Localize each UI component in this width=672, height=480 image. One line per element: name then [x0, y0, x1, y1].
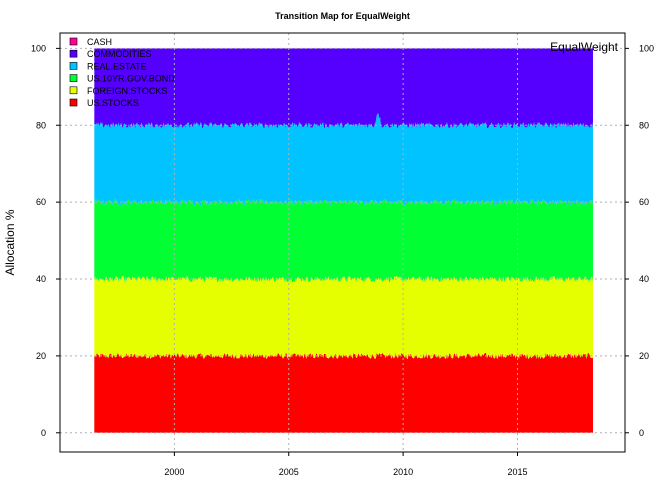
y-tick-label-left: 60 — [36, 197, 46, 207]
x-tick-label: 2000 — [164, 467, 184, 477]
y-tick-label-right: 40 — [639, 274, 649, 284]
plot-frame — [59, 32, 626, 453]
legend-swatch-commodities — [69, 49, 78, 58]
x-tick-label: 2010 — [393, 467, 413, 477]
area-band-us-stocks — [94, 352, 593, 433]
legend-label-commodities: COMMODITIES — [87, 49, 152, 59]
y-tick-label-left: 100 — [31, 43, 46, 53]
y-tick-label-right: 100 — [639, 43, 654, 53]
legend-label-us-stocks: US.STOCKS — [87, 98, 139, 108]
y-tick-label-left: 80 — [36, 120, 46, 130]
area-band-real-estate — [94, 113, 593, 206]
y-tick-label-right: 20 — [639, 351, 649, 361]
y-tick-label-right: 0 — [639, 428, 644, 438]
legend-swatch-foreign-stocks — [69, 86, 78, 95]
legend: CASH COMMODITIES REAL.ESTATE US.10YR.GOV.BO… — [69, 37, 175, 108]
area-bands — [94, 48, 593, 433]
y-tick-label-left: 0 — [41, 428, 46, 438]
legend-label-cash: CASH — [87, 37, 112, 47]
x-tick-label: 2005 — [279, 467, 299, 477]
legend-swatch-us-stocks — [69, 98, 78, 107]
y-axis-title: Allocation % — [3, 209, 17, 275]
y-tick-label-left: 20 — [36, 351, 46, 361]
series-annotation: EqualWeight — [550, 40, 618, 54]
legend-swatch-us-10yr-gov-bond — [69, 74, 78, 82]
grid-lines — [60, 33, 625, 452]
chart-title: Transition Map for EqualWeight — [275, 11, 410, 21]
legend-swatch-real-estate — [69, 62, 78, 70]
legend-label-foreign-stocks: FOREIGN.STOCKS — [87, 86, 167, 96]
legend-label-real-estate: REAL.ESTATE — [87, 61, 147, 71]
area-band-us-10yr-gov-bond — [94, 199, 593, 283]
legend-swatch-cash — [69, 37, 78, 46]
y-tick-label-left: 40 — [36, 274, 46, 284]
axes: 0 0 20 20 40 40 60 60 80 80 100 100 2000 2005 2010 2015 — [31, 43, 654, 477]
area-band-commodities — [94, 48, 593, 129]
y-tick-label-right: 80 — [639, 120, 649, 130]
area-band-foreign-stocks — [94, 275, 593, 359]
legend-label-us-10yr-gov-bond: US.10YR.GOV.BOND — [87, 74, 175, 84]
y-tick-label-right: 60 — [639, 197, 649, 207]
x-tick-label: 2015 — [507, 467, 527, 477]
